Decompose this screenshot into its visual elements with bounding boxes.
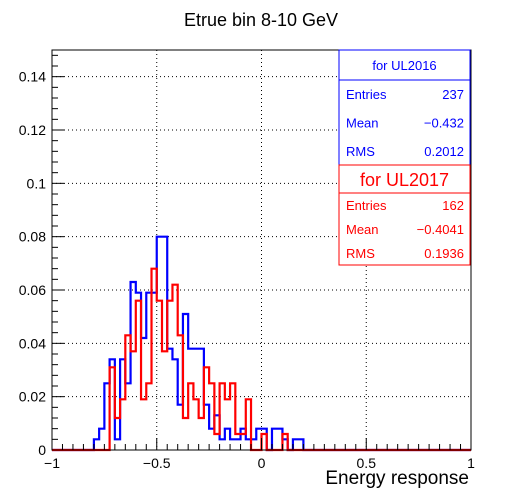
tick-labels: −1 −0.5 0 0.5 1 0 0.02 0.04 0.06 0.08 0.1 0.12 0.14: [19, 69, 475, 471]
stats-box-1: [338, 49, 471, 166]
x-tick-label: 0.5: [357, 455, 377, 471]
stats-label: Mean: [346, 222, 379, 237]
stats-value: 0.1936: [424, 246, 464, 261]
y-tick-label: 0.1: [27, 175, 47, 191]
stats-label: RMS: [346, 246, 375, 261]
y-tick-label: 0: [38, 442, 46, 458]
stats-label: Entries: [346, 198, 387, 213]
x-tick-label: −1: [44, 455, 60, 471]
stats-label: Entries: [346, 87, 387, 102]
stats-label: Mean: [346, 116, 379, 131]
stats-value: 237: [442, 87, 464, 102]
y-tick-label: 0.02: [19, 389, 46, 405]
chart-title: Etrue bin 8-10 GeV: [184, 10, 338, 30]
stats-value: −0.432: [424, 116, 464, 131]
stats-value: 162: [442, 198, 464, 213]
stats-title: for UL2017: [360, 170, 449, 190]
y-tick-label: 0.08: [19, 229, 46, 245]
x-axis-title: Energy response: [325, 468, 469, 489]
stats-box-2: [338, 164, 471, 266]
axis-ticks: [51, 54, 472, 451]
series-line-2: [52, 267, 471, 452]
x-tick-label: −0.5: [143, 455, 171, 471]
stats-label: RMS: [346, 144, 375, 159]
y-tick-label: 0.04: [19, 335, 46, 351]
stats-title: for UL2016: [372, 58, 436, 73]
y-tick-label: 0.14: [19, 69, 46, 85]
y-tick-label: 0.12: [19, 122, 46, 138]
y-tick-label: 0.06: [19, 282, 46, 298]
x-tick-label: 1: [467, 455, 475, 471]
stats-value: 0.2012: [424, 144, 464, 159]
x-tick-label: 0: [258, 455, 266, 471]
stats-boxes: for UL2016 Entries 237 Mean −0.432 RMS 0.2012 f…: [338, 49, 471, 266]
stats-value: −0.4041: [417, 222, 464, 237]
